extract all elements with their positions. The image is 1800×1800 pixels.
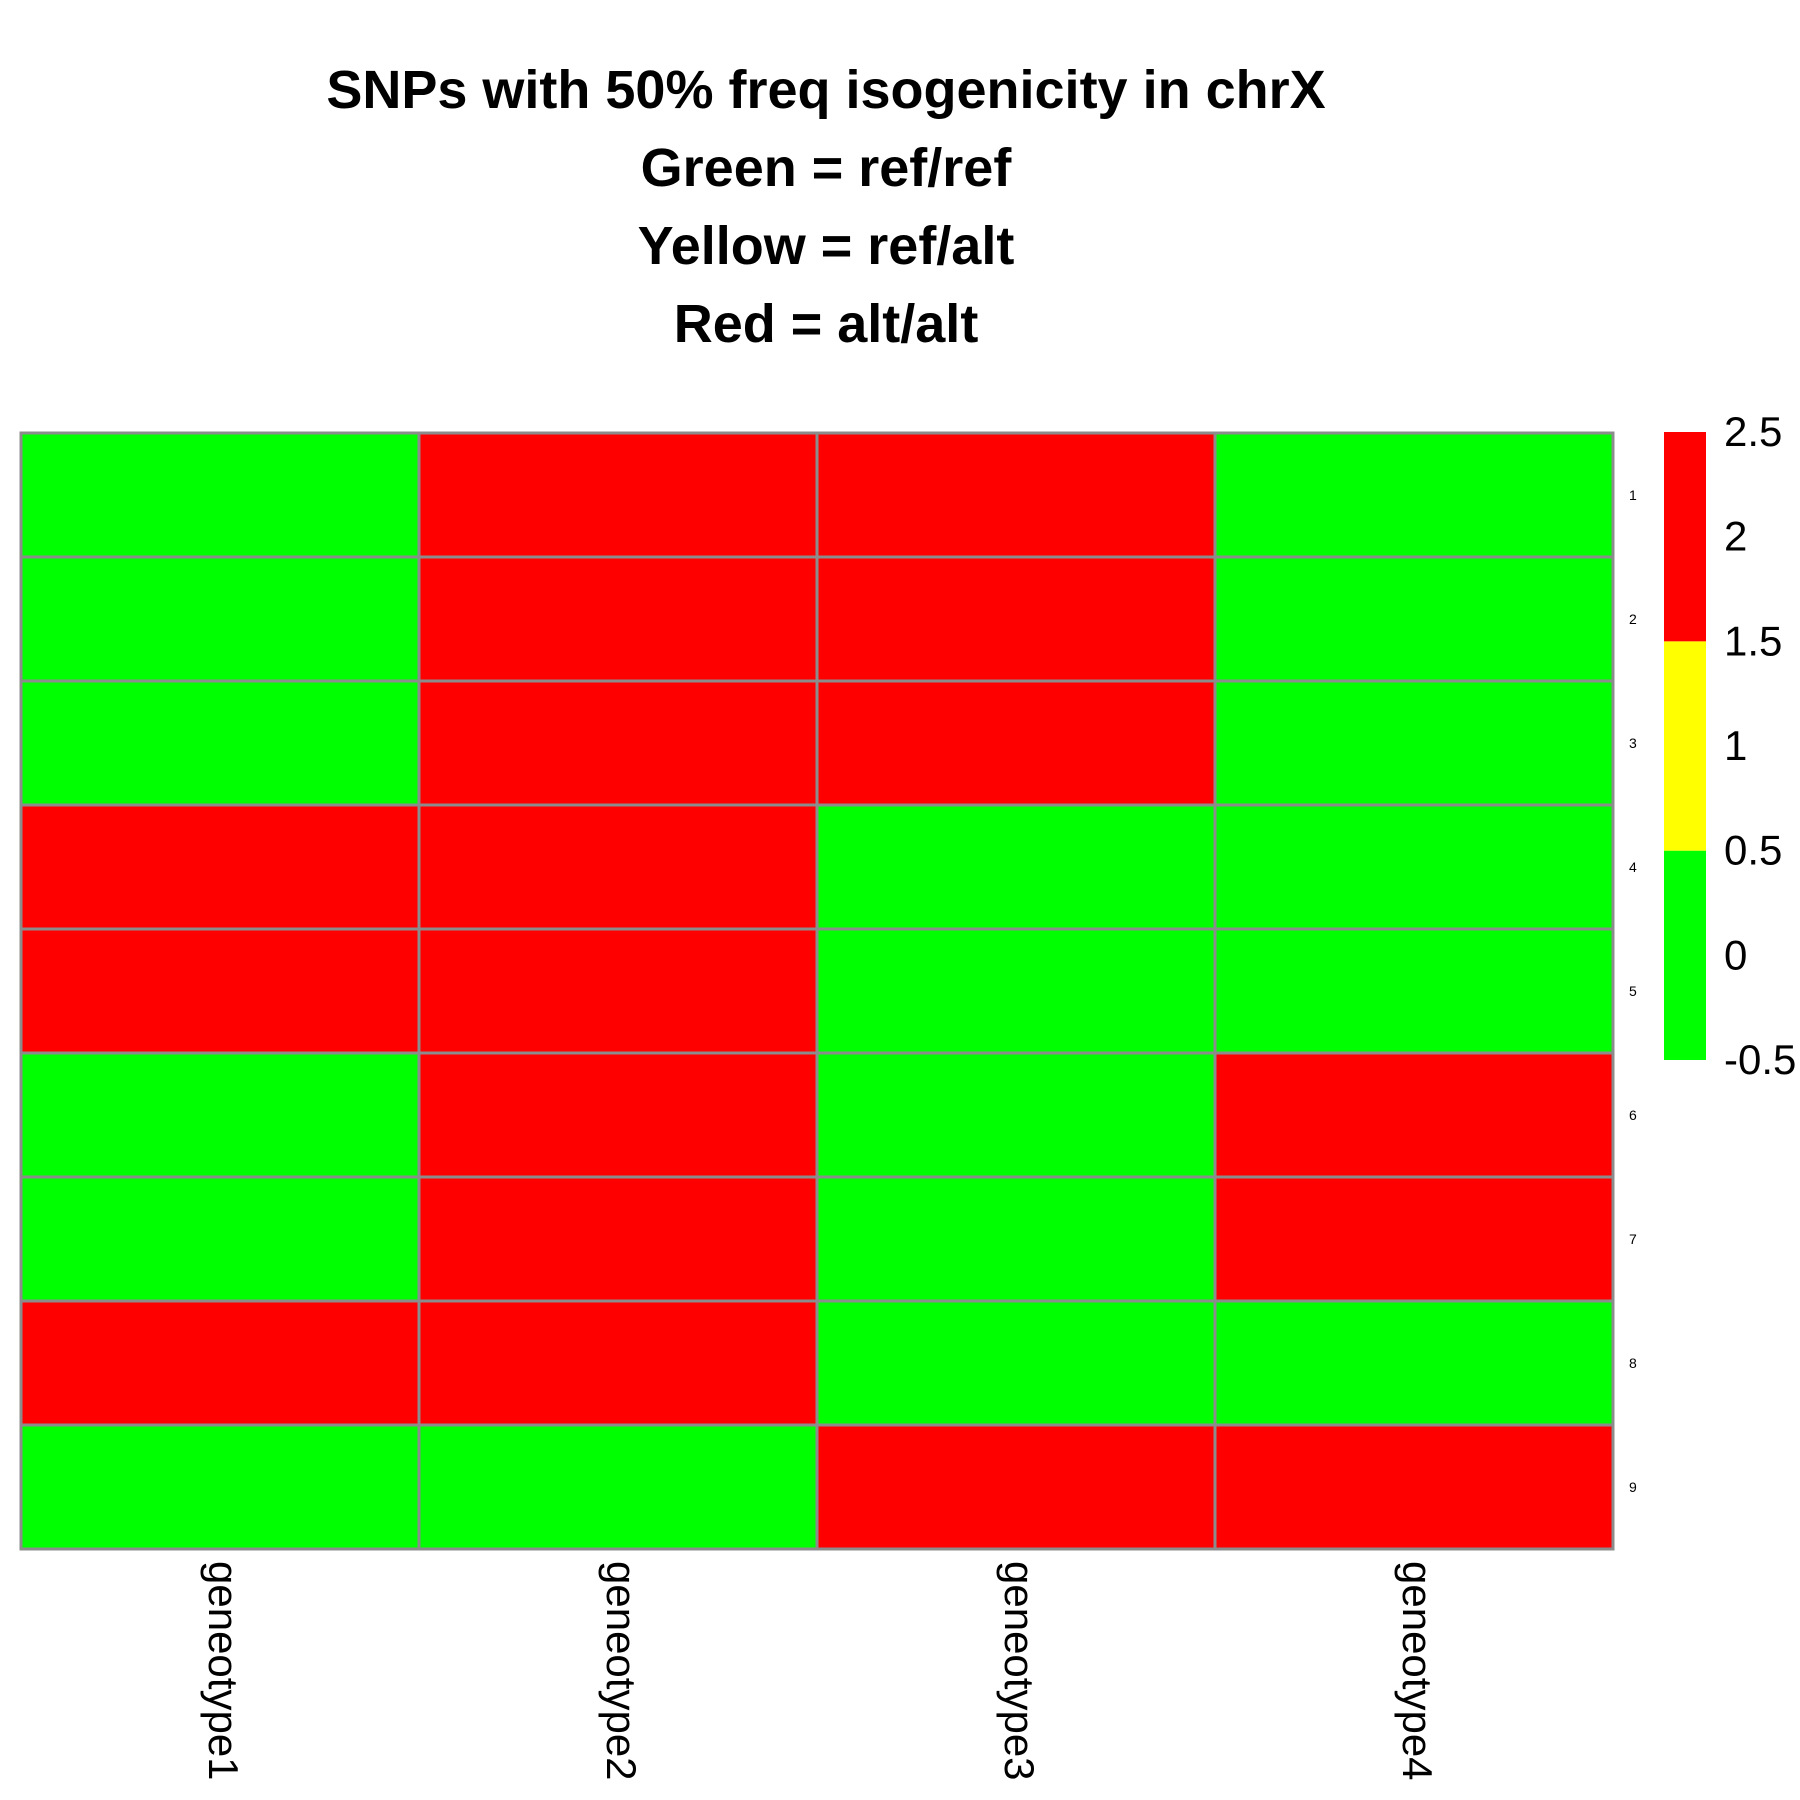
heatmap-cell	[417, 1175, 819, 1303]
legend-color-band	[1664, 432, 1706, 642]
heatmap-cell	[815, 1423, 1217, 1551]
legend-tick-label: -0.5	[1724, 1036, 1796, 1083]
heatmap-cell	[417, 1051, 819, 1179]
heatmap-cell	[815, 431, 1217, 559]
heatmap-cell	[19, 431, 421, 559]
row-label: 4	[1629, 859, 1637, 875]
heatmap-cells	[19, 431, 1615, 1551]
heatmap-cell	[19, 1299, 421, 1427]
title-line-2: Green = ref/ref	[641, 138, 1013, 198]
title-line-1: SNPs with 50% freq isogenicity in chrX	[326, 60, 1325, 120]
row-label: 5	[1629, 983, 1637, 999]
heatmap-cell	[417, 431, 819, 559]
heatmap-cell	[1213, 555, 1615, 683]
heatmap-cell	[815, 1051, 1217, 1179]
column-label: geneotype3	[996, 1561, 1043, 1781]
legend-tick-label: 0	[1724, 931, 1747, 978]
legend-tick-label: 2.5	[1724, 408, 1782, 455]
heatmap-cell	[417, 555, 819, 683]
heatmap-cell	[19, 1175, 421, 1303]
heatmap-cell	[1213, 431, 1615, 559]
column-label: geneotype2	[598, 1561, 645, 1781]
heatmap-cell	[417, 1423, 819, 1551]
row-label: 6	[1629, 1107, 1637, 1123]
heatmap-cell	[1213, 927, 1615, 1055]
legend-tick-label: 1	[1724, 722, 1747, 769]
heatmap-cell	[417, 803, 819, 931]
heatmap-cell	[1213, 1175, 1615, 1303]
heatmap-cell	[1213, 1051, 1615, 1179]
heatmap-cell	[815, 803, 1217, 931]
heatmap-cell	[815, 927, 1217, 1055]
heatmap-cell	[1213, 1423, 1615, 1551]
heatmap-cell	[815, 555, 1217, 683]
heatmap-cell	[417, 1299, 819, 1427]
column-labels: geneotype1 geneotype2 geneotype3 geneotype4	[200, 1561, 1441, 1781]
legend-tick-label: 0.5	[1724, 827, 1782, 874]
legend-color-band	[1664, 850, 1706, 1060]
title-line-4: Red = alt/alt	[674, 294, 979, 354]
heatmap-cell	[417, 679, 819, 807]
heatmap-cell	[19, 555, 421, 683]
row-label: 9	[1629, 1479, 1637, 1495]
row-label: 8	[1629, 1355, 1637, 1371]
legend-color-band	[1664, 641, 1706, 851]
heatmap-cell	[19, 1051, 421, 1179]
title-line-3: Yellow = ref/alt	[638, 216, 1015, 276]
heatmap-cell	[815, 1175, 1217, 1303]
color-legend: 2.5 2 1.5 1 0.5 0 -0.5	[1664, 408, 1796, 1083]
column-label: geneotype1	[200, 1561, 247, 1781]
heatmap-cell	[19, 803, 421, 931]
heatmap-cell	[1213, 679, 1615, 807]
row-label: 7	[1629, 1231, 1637, 1247]
row-labels: 1 2 3 4 5 6 7 8 9	[1629, 487, 1637, 1495]
heatmap-cell	[1213, 1299, 1615, 1427]
chart-title: SNPs with 50% freq isogenicity in chrX G…	[326, 60, 1325, 354]
heatmap-cell	[19, 679, 421, 807]
heatmap-cell	[417, 927, 819, 1055]
heatmap-cell	[815, 1299, 1217, 1427]
row-label: 3	[1629, 735, 1637, 751]
row-label: 1	[1629, 487, 1637, 503]
heatmap-cell	[19, 1423, 421, 1551]
row-label: 2	[1629, 611, 1637, 627]
legend-tick-label: 1.5	[1724, 617, 1782, 664]
heatmap-cell	[1213, 803, 1615, 931]
heatmap-cell	[815, 679, 1217, 807]
heatmap-cell	[19, 927, 421, 1055]
legend-tick-label: 2	[1724, 513, 1747, 560]
column-label: geneotype4	[1394, 1561, 1441, 1781]
